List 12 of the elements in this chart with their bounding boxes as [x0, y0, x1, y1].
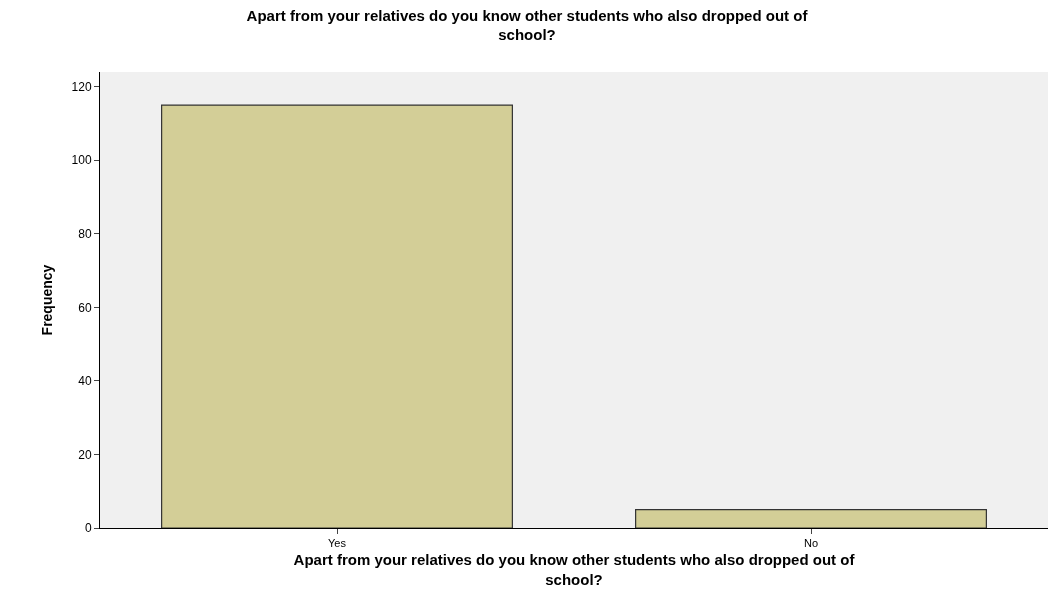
x-axis-title: Apart from your relatives do you know other students who also dropped out of school? — [293, 551, 856, 588]
y-tick-label: 80 — [78, 227, 92, 242]
y-axis-title: Frequency — [39, 264, 56, 336]
y-tick-label: 20 — [78, 447, 92, 462]
y-tick-label: 0 — [84, 521, 92, 536]
chart-title: Apart from your relatives do you know other students who also dropped out of school? — [246, 6, 809, 44]
x-tick-label: No — [803, 537, 819, 550]
y-tick-label: 40 — [78, 374, 92, 389]
y-tick-label: 60 — [78, 300, 92, 315]
x-tick-label: Yes — [328, 537, 347, 550]
y-tick-label: 120 — [71, 79, 92, 94]
y-tick-label: 100 — [71, 153, 92, 168]
